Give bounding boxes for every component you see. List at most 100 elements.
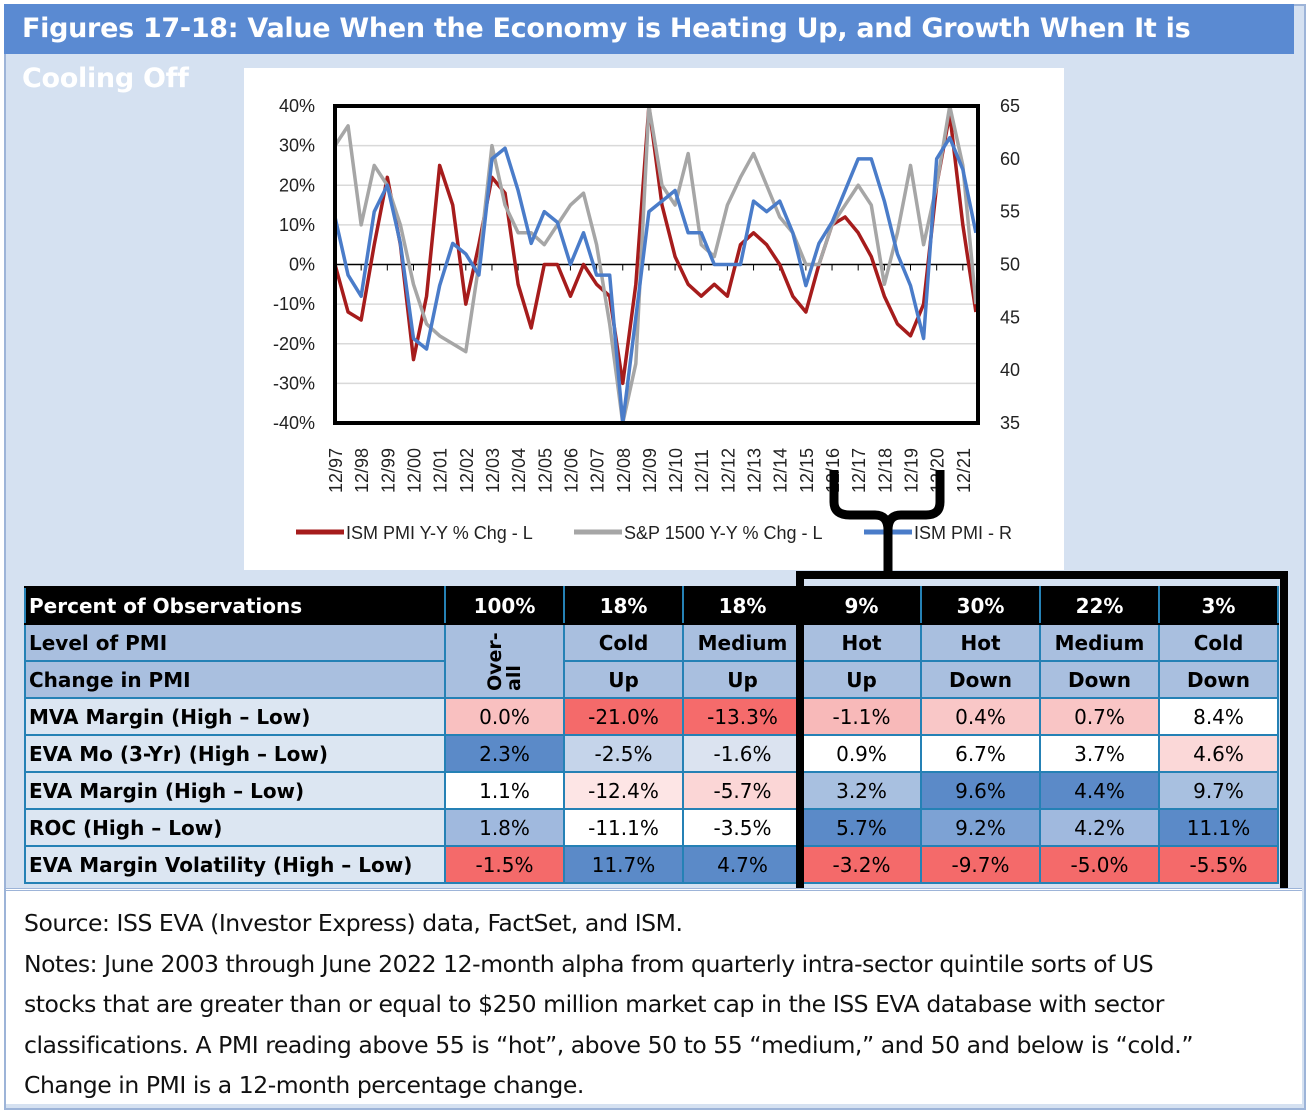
percent-cell: 9% xyxy=(801,586,922,625)
row-label: ROC (High – Low) xyxy=(24,808,446,847)
x-tick-label: 12/98 xyxy=(352,448,372,493)
header-label: Percent of Observations xyxy=(24,586,446,625)
x-tick-label: 12/21 xyxy=(954,448,974,493)
notes-line: classifications. A PMI reading above 55 … xyxy=(24,1030,1194,1059)
x-tick-label: 12/97 xyxy=(326,448,346,493)
left-tick-label: 10% xyxy=(279,215,315,235)
left-tick-label: -40% xyxy=(273,413,315,433)
legend-label: ISM PMI Y-Y % Chg - L xyxy=(346,523,533,543)
percent-cell: 100% xyxy=(444,586,565,625)
value-cell: -11.1% xyxy=(563,808,684,847)
value-cell: 0.0% xyxy=(444,697,565,736)
value-cell: -21.0% xyxy=(563,697,684,736)
percent-cell: 22% xyxy=(1039,586,1160,625)
left-tick-label: 30% xyxy=(279,136,315,156)
value-cell: 4.4% xyxy=(1039,771,1160,810)
left-tick-label: 0% xyxy=(289,255,315,275)
value-cell: 1.8% xyxy=(444,808,565,847)
left-tick-label: -10% xyxy=(273,294,315,314)
source-note: Source: ISS EVA (Investor Express) data,… xyxy=(24,909,683,937)
series-line-2 xyxy=(333,135,978,425)
series-line-1 xyxy=(333,104,978,425)
change-cell: Up xyxy=(682,660,803,699)
level-row: Level of PMI Over-all Cold Medium Hot Hot Medi… xyxy=(24,623,1279,699)
x-tick-label: 12/99 xyxy=(378,448,398,493)
value-cell: 9.7% xyxy=(1158,771,1279,810)
percent-cell: 3% xyxy=(1158,586,1279,625)
change-cell: Up xyxy=(563,660,684,699)
left-tick-label: -30% xyxy=(273,373,315,393)
value-cell: 4.2% xyxy=(1039,808,1160,847)
value-cell: 6.7% xyxy=(920,734,1041,773)
value-cell: -5.7% xyxy=(682,771,803,810)
x-tick-label: 12/15 xyxy=(797,448,817,493)
value-cell: 1.1% xyxy=(444,771,565,810)
x-tick-label: 12/01 xyxy=(431,448,451,493)
row-label: EVA Margin Volatility (High – Low) xyxy=(24,845,446,884)
figure-title: Figures 17-18: Value When the Economy is… xyxy=(4,4,1294,94)
x-tick-label: 12/07 xyxy=(588,448,608,493)
change-row: Change in PMI Up Up Up Down Down Down xyxy=(24,660,1279,699)
x-tick-label: 12/17 xyxy=(849,448,869,493)
percent-cell: 30% xyxy=(920,586,1041,625)
change-cell: Up xyxy=(801,660,922,699)
row-label: MVA Margin (High – Low) xyxy=(24,697,446,736)
value-cell: 9.6% xyxy=(920,771,1041,810)
x-tick-label: 12/19 xyxy=(902,448,922,493)
value-cell: -13.3% xyxy=(682,697,803,736)
line-chart: 40% 30% 20% 10% 0% -10% -20% -30% -40% 65 60 55 50 45… xyxy=(244,68,1064,570)
value-cell: 3.2% xyxy=(801,771,922,810)
left-tick-label: 40% xyxy=(279,96,315,116)
change-cell: Down xyxy=(920,660,1041,699)
x-tick-label: 12/04 xyxy=(509,448,529,493)
percent-cell: 18% xyxy=(563,586,684,625)
row-label: EVA Mo (3-Yr) (High – Low) xyxy=(24,734,446,773)
value-cell: -9.7% xyxy=(920,845,1041,884)
value-cell: 8.4% xyxy=(1158,697,1279,736)
x-tick-label: 12/02 xyxy=(457,448,477,493)
x-tick-label: 12/13 xyxy=(745,448,765,493)
brace-icon xyxy=(829,470,945,572)
value-cell: -3.5% xyxy=(682,808,803,847)
overall-cell: Over-all xyxy=(444,623,565,699)
value-cell: 9.2% xyxy=(920,808,1041,847)
value-cell: 5.7% xyxy=(801,808,922,847)
level-cell: Cold xyxy=(1158,623,1279,662)
plot-border xyxy=(333,104,980,425)
value-cell: 4.7% xyxy=(682,845,803,884)
table-row: ROC (High – Low) 1.8% -11.1% -3.5% 5.7% 9.2% 4… xyxy=(24,808,1279,847)
value-cell: -12.4% xyxy=(563,771,684,810)
x-tick-label: 12/08 xyxy=(614,448,634,493)
right-tick-label: 55 xyxy=(1000,202,1020,222)
left-tick-label: 20% xyxy=(279,175,315,195)
value-cell: -5.5% xyxy=(1158,845,1279,884)
value-cell: 11.1% xyxy=(1158,808,1279,847)
right-tick-label: 40 xyxy=(1000,360,1020,380)
value-cell: 11.7% xyxy=(563,845,684,884)
level-cell: Medium xyxy=(1039,623,1160,662)
right-tick-label: 35 xyxy=(1000,413,1020,433)
x-tick-label: 12/12 xyxy=(718,448,738,493)
level-label: Level of PMI xyxy=(24,623,446,662)
right-tick-label: 60 xyxy=(1000,149,1020,169)
x-tick-label: 12/09 xyxy=(640,448,660,493)
value-cell: -1.5% xyxy=(444,845,565,884)
legend-label: ISM PMI - R xyxy=(914,523,1012,543)
table-row: MVA Margin (High – Low) 0.0% -21.0% -13.3% -… xyxy=(24,697,1279,736)
row-label: EVA Margin (High – Low) xyxy=(24,771,446,810)
value-cell: 0.9% xyxy=(801,734,922,773)
value-cell: -5.0% xyxy=(1039,845,1160,884)
x-tick-label: 12/10 xyxy=(666,448,686,493)
value-cell: -2.5% xyxy=(563,734,684,773)
legend-label: S&P 1500 Y-Y % Chg - L xyxy=(624,523,822,543)
level-cell: Hot xyxy=(801,623,922,662)
value-cell: 0.4% xyxy=(920,697,1041,736)
level-cell: Medium xyxy=(682,623,803,662)
x-tick-label: 12/14 xyxy=(771,448,791,493)
overall-label: Over-all xyxy=(483,631,525,691)
notes-line: Change in PMI is a 12-month percentage c… xyxy=(24,1071,584,1099)
notes-line: Notes: June 2003 through June 2022 12-mo… xyxy=(24,949,1154,978)
right-tick-label: 50 xyxy=(1000,255,1020,275)
table-row: EVA Margin Volatility (High – Low) -1.5% 1… xyxy=(24,845,1279,884)
value-cell: 4.6% xyxy=(1158,734,1279,773)
